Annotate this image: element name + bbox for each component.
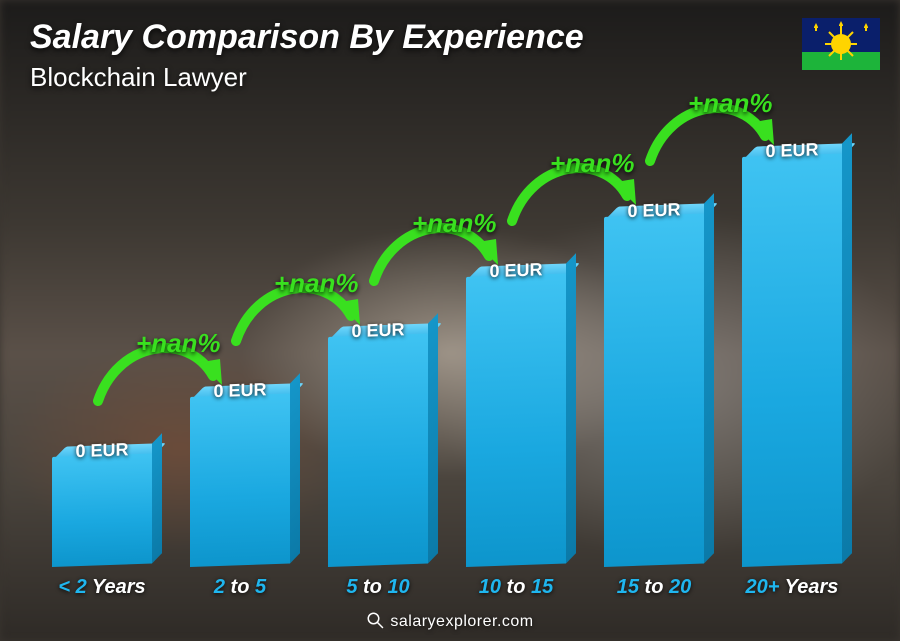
x-axis-label: 10 to 15 (452, 576, 580, 599)
bar-shape: 0 EUR (328, 334, 428, 567)
bar-side-face (566, 253, 576, 563)
footer-credit: salaryexplorer.com (0, 611, 900, 631)
bar-front-face (604, 214, 704, 567)
bar-side-face (428, 313, 438, 563)
bar-shape: 0 EUR (190, 394, 290, 567)
bar-value-label: 0 EUR (213, 379, 266, 402)
bar-side-face (152, 433, 162, 563)
x-axis-label: 20+ Years (728, 576, 856, 599)
bar-value-label: 0 EUR (765, 139, 818, 162)
bar-value-label: 0 EUR (351, 319, 404, 342)
bar-side-face (842, 133, 852, 563)
bar-value-label: 0 EUR (75, 439, 128, 462)
bar-value-label: 0 EUR (627, 199, 680, 222)
magnify-icon (366, 611, 384, 629)
bar-shape: 0 EUR (604, 214, 704, 567)
bar-side-face (290, 373, 300, 563)
bar-shape: 0 EUR (466, 274, 566, 567)
growth-label: +nan% (688, 88, 773, 119)
footer-text: salaryexplorer.com (390, 613, 533, 630)
bar-shape: 0 EUR (742, 154, 842, 567)
bar-front-face (52, 454, 152, 567)
bar-front-face (742, 154, 842, 567)
growth-label: +nan% (136, 328, 221, 359)
bar-front-face (190, 394, 290, 567)
bar-value-label: 0 EUR (489, 259, 542, 282)
x-axis-label: 2 to 5 (176, 576, 304, 599)
x-axis-label: 5 to 10 (314, 576, 442, 599)
bar-front-face (466, 274, 566, 567)
bar-front-face (328, 334, 428, 567)
growth-label: +nan% (274, 268, 359, 299)
bar-chart: 0 EUR < 2 Years 0 EUR 2 to 5 0 EUR 5 to … (0, 59, 862, 599)
growth-label: +nan% (550, 148, 635, 179)
x-axis-label: < 2 Years (38, 576, 166, 599)
bar-side-face (704, 193, 714, 563)
growth-label: +nan% (412, 208, 497, 239)
bar-shape: 0 EUR (52, 454, 152, 567)
chart-container: Salary Comparison By Experience Blockcha… (0, 0, 900, 641)
x-axis-label: 15 to 20 (590, 576, 718, 599)
chart-title: Salary Comparison By Experience (30, 18, 584, 57)
